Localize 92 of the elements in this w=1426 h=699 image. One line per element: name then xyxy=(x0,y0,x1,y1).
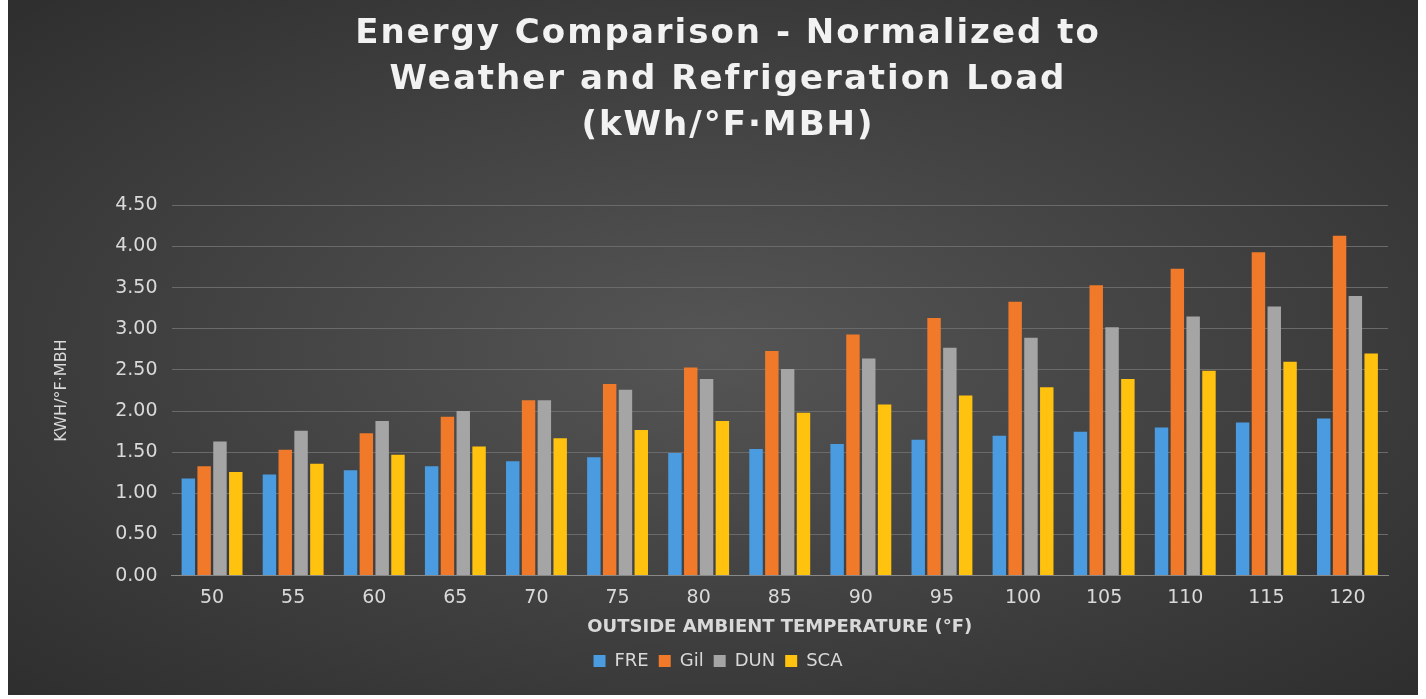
x-axis-title: OUTSIDE AMBIENT TEMPERATURE (°F) xyxy=(587,614,973,636)
bar xyxy=(992,435,1007,576)
x-tick-label: 100 xyxy=(1004,584,1042,607)
bar xyxy=(440,416,455,576)
y-tick-label: 0.50 xyxy=(115,521,158,544)
bar xyxy=(1317,418,1331,576)
bar xyxy=(943,347,957,576)
bar xyxy=(1040,387,1054,576)
bar xyxy=(699,378,714,576)
bar xyxy=(1332,235,1347,576)
x-tick-label: 110 xyxy=(1167,584,1204,607)
bar xyxy=(456,411,470,576)
bar xyxy=(877,404,892,576)
chart-title: Energy Comparison - Normalized to Weather and Refrigeration Load (kWh/°F·MBH) xyxy=(354,10,1102,145)
x-tick-label: 120 xyxy=(1329,584,1366,607)
bar xyxy=(715,420,730,576)
legend-label: SCA xyxy=(806,648,844,670)
bar xyxy=(1202,370,1216,576)
legend-label: FRE xyxy=(614,648,649,670)
bar xyxy=(1089,285,1103,576)
bar xyxy=(1364,353,1378,576)
x-tick-label: 90 xyxy=(848,584,873,607)
y-tick-label: 1.00 xyxy=(115,480,158,503)
bar xyxy=(1008,301,1022,576)
bar xyxy=(1348,295,1363,576)
bar xyxy=(521,400,536,576)
y-tick-label: 0.00 xyxy=(115,562,158,585)
y-tick-label: 4.00 xyxy=(115,233,158,256)
bar xyxy=(846,334,860,576)
bar xyxy=(278,449,292,576)
x-tick-label: 70 xyxy=(524,584,549,607)
bar xyxy=(391,454,405,576)
bar xyxy=(343,470,358,576)
bar xyxy=(1073,431,1088,576)
x-tick-label: 105 xyxy=(1086,584,1123,607)
bar xyxy=(1024,337,1038,576)
bar xyxy=(927,318,941,576)
bar xyxy=(1235,422,1250,576)
y-tick-label: 4.50 xyxy=(115,192,158,215)
bar xyxy=(765,351,779,576)
legend-label: DUN xyxy=(734,648,776,670)
x-tick-label: 85 xyxy=(767,584,792,607)
bar xyxy=(197,466,211,576)
x-tick-label: 55 xyxy=(281,584,306,607)
y-tick-label: 2.00 xyxy=(115,398,158,420)
x-tick-label: 95 xyxy=(929,584,955,607)
bar xyxy=(1170,268,1185,576)
x-tick-label: 75 xyxy=(605,584,630,607)
bar xyxy=(780,369,795,576)
bar xyxy=(1186,316,1200,576)
bar xyxy=(553,438,567,576)
bar xyxy=(587,457,601,576)
bar xyxy=(229,471,243,576)
bar xyxy=(213,441,227,576)
y-axis-title: KWH/°F·MBH xyxy=(50,339,70,442)
y-tick-label: 1.50 xyxy=(115,439,158,462)
bar xyxy=(830,443,844,576)
bar xyxy=(618,389,633,576)
x-tick-label: 115 xyxy=(1248,584,1285,607)
y-tick-label: 3.00 xyxy=(115,315,158,338)
bar xyxy=(862,358,876,576)
bar xyxy=(684,367,698,576)
bar xyxy=(262,474,277,576)
x-tick-label: 60 xyxy=(362,584,387,607)
bar xyxy=(1267,306,1281,576)
bar xyxy=(749,448,763,576)
bar xyxy=(796,412,811,576)
x-tick-label: 65 xyxy=(443,584,468,607)
bar xyxy=(634,429,648,576)
bar xyxy=(294,430,308,576)
bar xyxy=(668,453,682,576)
bar xyxy=(1283,361,1297,576)
bar xyxy=(310,463,324,576)
x-tick-label: 80 xyxy=(686,584,711,607)
bar xyxy=(472,446,486,576)
legend-label: Gil xyxy=(679,648,704,670)
x-tick-label: 50 xyxy=(199,584,225,607)
bar xyxy=(1251,252,1266,576)
bar xyxy=(1121,378,1135,576)
bar xyxy=(537,400,552,576)
y-tick-label: 3.50 xyxy=(115,274,158,297)
bar xyxy=(181,478,196,576)
bar xyxy=(359,433,374,576)
bar xyxy=(1154,427,1169,576)
bar xyxy=(375,420,389,576)
bar xyxy=(958,395,973,576)
bar xyxy=(424,466,439,576)
y-tick-label: 2.50 xyxy=(115,356,158,379)
bar xyxy=(1105,327,1119,576)
bar xyxy=(602,383,617,576)
bar xyxy=(911,439,925,576)
bar xyxy=(506,461,520,576)
